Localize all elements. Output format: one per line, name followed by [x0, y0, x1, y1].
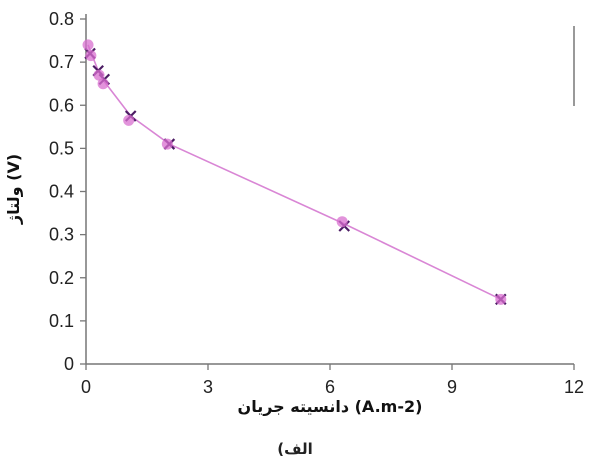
y-tick-label: 0.8 — [49, 9, 74, 29]
x-tick-label: 12 — [564, 377, 584, 397]
y-tick-label: 0 — [64, 354, 74, 374]
y-axis-title: ولتاژ (V) — [4, 154, 23, 225]
data-point-circle — [97, 78, 109, 90]
y-tick-label: 0.6 — [49, 95, 74, 115]
y-tick-label: 0.3 — [49, 225, 74, 245]
data-point-circle — [85, 50, 97, 62]
data-points — [82, 39, 507, 306]
figure-caption: (الف — [277, 440, 313, 458]
series-line — [87, 44, 502, 301]
data-point-circle — [82, 39, 94, 51]
x-axis-title: دانسیته جریان (A.m-2) — [238, 397, 423, 416]
y-tick-label: 0.7 — [49, 52, 74, 72]
x-tick-label: 9 — [447, 377, 457, 397]
data-point-circle — [336, 216, 348, 228]
x-tick-label: 3 — [203, 377, 213, 397]
data-point-circle — [123, 114, 135, 126]
y-tick-label: 0.5 — [49, 138, 74, 158]
y-tick-label: 0.1 — [49, 311, 74, 331]
y-tick-label: 0.4 — [49, 182, 74, 202]
x-axis-ticks: 0 3 6 9 12 — [81, 364, 584, 397]
y-tick-label: 0.2 — [49, 268, 74, 288]
data-point-circle — [93, 69, 105, 81]
data-point-circle — [161, 138, 173, 150]
y-axis-ticks: 0 0.1 0.2 0.3 0.4 0.5 0.6 0.7 0.8 — [49, 9, 86, 374]
x-tick-label: 6 — [325, 377, 335, 397]
data-point-circle — [495, 293, 507, 305]
x-tick-label: 0 — [81, 377, 91, 397]
